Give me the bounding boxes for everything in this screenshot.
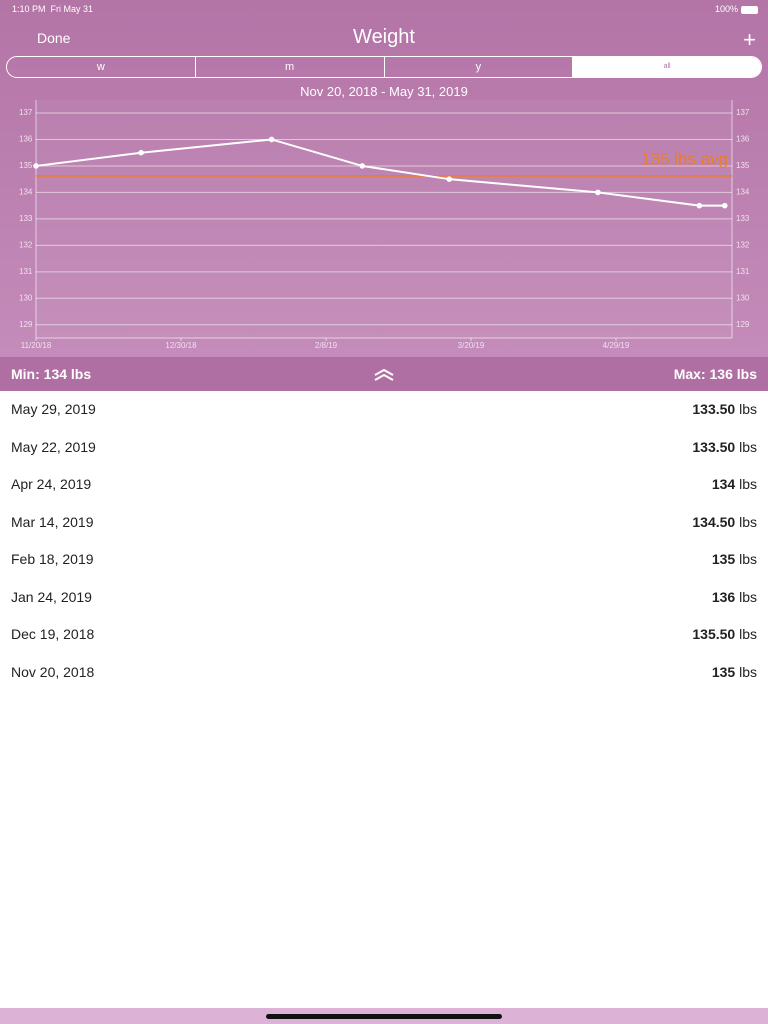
entry-weight: 133.50 lbs — [692, 439, 757, 455]
y2-tick-label: 130 — [736, 293, 750, 302]
done-button[interactable]: Done — [37, 30, 71, 46]
x-tick-label: 12/30/18 — [165, 341, 197, 350]
point — [595, 189, 601, 196]
collapse-icon[interactable] — [373, 367, 395, 381]
home-indicator — [266, 1014, 502, 1019]
weight-unit: lbs — [739, 476, 757, 492]
summary-bar: Min: 134 lbs Max: 136 lbs — [0, 357, 768, 391]
entry-weight: 136 lbs — [712, 589, 757, 605]
weight-value: 135 — [711, 551, 736, 567]
y-tick-label: 129 — [19, 320, 33, 329]
weight-unit: lbs — [739, 401, 757, 417]
weight-unit: lbs — [739, 551, 757, 567]
y-tick-label: 134 — [19, 188, 33, 197]
entry-date: Jan 24, 2019 — [11, 588, 92, 605]
entry-row[interactable]: Dec 19, 2018 135.50 lbs — [0, 626, 768, 663]
battery-icon — [741, 6, 758, 14]
entry-row[interactable]: May 29, 2019 133.50 lbs — [0, 401, 768, 438]
x-tick-label: 3/20/19 — [458, 341, 485, 350]
entry-row[interactable]: May 22, 2019 133.50 lbs — [0, 439, 768, 476]
average-label: 135 lbs avg — [641, 149, 728, 168]
weight-value: 133.50 — [692, 438, 736, 455]
min-label: Min: 134 lbs — [11, 366, 92, 382]
weight-line — [35, 138, 725, 207]
x-tick-label: 4/29/19 — [603, 341, 630, 350]
entry-date: May 22, 2019 — [11, 438, 96, 455]
weight-unit: lbs — [739, 513, 757, 530]
date: Fri May 31 — [50, 4, 94, 14]
y2-tick-label: 135 — [736, 161, 750, 170]
point — [268, 136, 275, 143]
segment-control: w m y all — [6, 56, 762, 78]
y-tick-label: 135 — [19, 161, 33, 170]
entry-date: Feb 18, 2019 — [11, 551, 94, 567]
segment[interactable]: w — [7, 57, 196, 77]
y2-tick-label: 133 — [736, 214, 750, 223]
y-tick-label: 133 — [19, 214, 33, 223]
entry-row[interactable]: Mar 14, 2019 134.50 lbs — [0, 514, 768, 551]
y-tick-label: 137 — [19, 108, 33, 117]
y2-tick-label: 129 — [736, 320, 750, 329]
y-tick-label: 130 — [19, 293, 33, 302]
point — [359, 163, 366, 169]
date-range: Nov 20, 2018 - May 31, 2019 — [300, 84, 468, 99]
entry-date: Mar 14, 2019 — [11, 513, 94, 530]
y2-tick-label: 136 — [736, 135, 750, 144]
entry-row[interactable]: Jan 24, 2019 136 lbs — [0, 589, 768, 626]
entry-row[interactable]: Apr 24, 2019 134 lbs — [0, 476, 768, 513]
weight-unit: lbs — [739, 626, 757, 642]
entry-weight: 134 lbs — [712, 476, 757, 492]
weight-unit: lbs — [739, 438, 757, 455]
entry-weight: 135 lbs — [712, 664, 757, 680]
entry-date: Dec 19, 2018 — [11, 626, 95, 642]
segment[interactable]: m — [196, 57, 385, 77]
segment[interactable]: all — [573, 57, 761, 77]
weight-unit: lbs — [739, 588, 757, 605]
status-time: 1:10 PM Fri May 31 — [12, 4, 93, 14]
entry-weight: 133.50 lbs — [692, 401, 757, 417]
y2-tick-label: 137 — [736, 108, 750, 117]
segment[interactable]: y — [385, 57, 574, 77]
entry-row[interactable]: Feb 18, 2019 135 lbs — [0, 551, 768, 588]
point — [721, 202, 728, 209]
y-tick-label: 132 — [19, 240, 33, 249]
y2-tick-label: 131 — [736, 267, 750, 276]
weight-value: 134 — [711, 476, 736, 492]
entry-date: May 29, 2019 — [11, 401, 96, 417]
y-tick-label: 131 — [19, 267, 33, 276]
nav-title: Weight — [353, 26, 415, 48]
point — [33, 163, 39, 169]
battery: 100% — [714, 4, 738, 14]
y-tick-label: 136 — [19, 135, 33, 144]
entry-weight: 135 lbs — [712, 551, 757, 567]
point — [696, 202, 703, 209]
weight-unit: lbs — [739, 663, 757, 680]
entry-weight: 134.50 lbs — [692, 514, 757, 530]
weight-value: 135.50 — [692, 626, 736, 642]
weight-value: 134.50 — [692, 513, 736, 530]
weight-value: 135 — [711, 663, 736, 680]
point — [138, 149, 144, 156]
entry-date: Apr 24, 2019 — [11, 476, 92, 492]
max-label: Max: 136 lbs — [673, 366, 757, 382]
entry-row[interactable]: Nov 20, 2018 135 lbs — [0, 664, 768, 701]
x-tick-label: 11/20/18 — [21, 341, 52, 350]
chart: 129 129 130 130 131 131 132 132 133 133 134 134 135 1… — [19, 100, 750, 350]
y2-tick-label: 134 — [736, 188, 750, 197]
weight-value: 133.50 — [692, 401, 736, 417]
entry-date: Nov 20, 2018 — [11, 663, 95, 680]
entry-weight: 135.50 lbs — [692, 626, 757, 642]
weight-value: 136 — [711, 588, 736, 605]
x-tick-label: 2/8/19 — [315, 341, 338, 350]
add-button[interactable]: + — [743, 27, 756, 52]
time: 1:10 PM — [12, 4, 46, 14]
y2-tick-label: 132 — [736, 240, 750, 249]
point — [446, 176, 453, 182]
